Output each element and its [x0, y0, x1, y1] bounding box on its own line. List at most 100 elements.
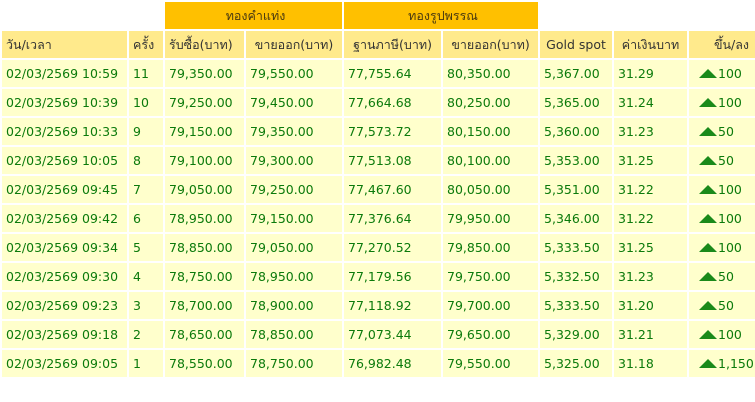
table-row: 02/03/2569 09:18 2 78,650.00 78,850.00 77,07…	[0, 319, 755, 350]
table-row: 02/03/2569 10:59 11 79,350.00 79,550.00 77,7…	[0, 58, 755, 89]
cell-bar-sell: 79,550.00	[243, 58, 345, 89]
cell-round: 11	[127, 58, 165, 89]
table-row: 02/03/2569 09:05 1 78,550.00 78,750.00 76,98…	[0, 348, 755, 379]
table-row: 02/03/2569 09:30 4 78,750.00 78,950.00 77,17…	[0, 261, 755, 292]
cell-spot: 5,346.00	[538, 203, 615, 234]
cell-round: 9	[127, 116, 165, 147]
cell-change: 1,150	[687, 348, 755, 379]
cell-orn-base: 77,467.60	[342, 174, 444, 205]
cell-bar-sell: 79,450.00	[243, 87, 345, 118]
cell-orn-base: 77,755.64	[342, 58, 444, 89]
cell-bar-sell: 79,300.00	[243, 145, 345, 176]
cell-bar-buy: 79,350.00	[163, 58, 246, 89]
cell-datetime: 02/03/2569 10:39	[0, 87, 129, 118]
cell-round: 7	[127, 174, 165, 205]
cell-thb: 31.25	[612, 232, 690, 263]
cell-bar-sell: 78,900.00	[243, 290, 345, 321]
cell-round: 8	[127, 145, 165, 176]
cell-orn-base: 77,073.44	[342, 319, 444, 350]
cell-thb: 31.25	[612, 145, 690, 176]
cell-datetime: 02/03/2569 09:34	[0, 232, 129, 263]
cell-bar-sell: 78,850.00	[243, 319, 345, 350]
cell-thb: 31.24	[612, 87, 690, 118]
cell-bar-buy: 78,850.00	[163, 232, 246, 263]
cell-orn-sell: 80,250.00	[441, 87, 541, 118]
cell-spot: 5,325.00	[538, 348, 615, 379]
table-row: 02/03/2569 09:45 7 79,050.00 79,250.00 77,46…	[0, 174, 755, 205]
table-row: 02/03/2569 09:23 3 78,700.00 78,900.00 77,11…	[0, 290, 755, 321]
cell-spot: 5,360.00	[538, 116, 615, 147]
cell-orn-base: 77,118.92	[342, 290, 444, 321]
change-value: 100	[718, 182, 742, 197]
cell-orn-sell: 80,350.00	[441, 58, 541, 89]
triangle-up-icon	[699, 185, 718, 194]
cell-orn-sell: 80,100.00	[441, 145, 541, 176]
cell-change: 50	[687, 116, 755, 147]
cell-orn-sell: 79,950.00	[441, 203, 541, 234]
change-value: 100	[718, 327, 742, 342]
triangle-up-icon	[699, 156, 718, 165]
triangle-up-icon	[699, 214, 718, 223]
cell-datetime: 02/03/2569 09:05	[0, 348, 129, 379]
cell-thb: 31.29	[612, 58, 690, 89]
group-header-gold-bar: ทองคำแท่ง	[162, 0, 345, 31]
triangle-up-icon	[699, 243, 718, 252]
cell-change: 100	[687, 87, 755, 118]
cell-thb: 31.22	[612, 174, 690, 205]
change-value: 50	[718, 269, 734, 284]
col-header-round: ครั้ง	[127, 29, 165, 60]
cell-datetime: 02/03/2569 10:33	[0, 116, 129, 147]
col-header-thb-rate: ค่าเงินบาท	[612, 29, 690, 60]
cell-orn-base: 77,664.68	[342, 87, 444, 118]
table-row: 02/03/2569 09:42 6 78,950.00 79,150.00 77,37…	[0, 203, 755, 234]
cell-orn-sell: 79,550.00	[441, 348, 541, 379]
col-header-change: ขึ้น/ลง	[687, 29, 755, 60]
cell-datetime: 02/03/2569 10:05	[0, 145, 129, 176]
cell-thb: 31.20	[612, 290, 690, 321]
cell-bar-buy: 78,700.00	[163, 290, 246, 321]
cell-datetime: 02/03/2569 09:18	[0, 319, 129, 350]
cell-thb: 31.21	[612, 319, 690, 350]
cell-thb: 31.23	[612, 116, 690, 147]
cell-orn-base: 77,573.72	[342, 116, 444, 147]
cell-change: 100	[687, 232, 755, 263]
cell-bar-buy: 79,250.00	[163, 87, 246, 118]
cell-bar-sell: 79,050.00	[243, 232, 345, 263]
cell-bar-buy: 78,650.00	[163, 319, 246, 350]
cell-change: 50	[687, 145, 755, 176]
header-spacer	[538, 0, 755, 31]
cell-orn-sell: 80,050.00	[441, 174, 541, 205]
cell-orn-base: 77,179.56	[342, 261, 444, 292]
cell-orn-base: 76,982.48	[342, 348, 444, 379]
cell-round: 6	[127, 203, 165, 234]
cell-orn-base: 77,270.52	[342, 232, 444, 263]
cell-spot: 5,365.00	[538, 87, 615, 118]
cell-round: 10	[127, 87, 165, 118]
cell-datetime: 02/03/2569 09:30	[0, 261, 129, 292]
change-value: 100	[718, 66, 742, 81]
triangle-up-icon	[699, 69, 718, 78]
cell-orn-base: 77,376.64	[342, 203, 444, 234]
header-spacer	[0, 0, 165, 31]
col-header-ornament-sell: ขายออก(บาท)	[441, 29, 541, 60]
cell-round: 2	[127, 319, 165, 350]
cell-bar-buy: 79,100.00	[163, 145, 246, 176]
table-body: 02/03/2569 10:59 11 79,350.00 79,550.00 77,7…	[0, 58, 755, 379]
cell-round: 4	[127, 261, 165, 292]
table-row: 02/03/2569 09:34 5 78,850.00 79,050.00 77,27…	[0, 232, 755, 263]
cell-round: 5	[127, 232, 165, 263]
group-header-gold-ornament: ทองรูปพรรณ	[342, 0, 541, 31]
cell-bar-buy: 78,750.00	[163, 261, 246, 292]
cell-spot: 5,351.00	[538, 174, 615, 205]
cell-orn-sell: 79,850.00	[441, 232, 541, 263]
cell-bar-sell: 79,250.00	[243, 174, 345, 205]
col-header-gold-spot: Gold spot	[538, 29, 615, 60]
col-header-ornament-tax-base: ฐานภาษี(บาท)	[342, 29, 444, 60]
cell-bar-sell: 78,750.00	[243, 348, 345, 379]
change-value: 100	[718, 240, 742, 255]
cell-spot: 5,367.00	[538, 58, 615, 89]
cell-spot: 5,333.50	[538, 232, 615, 263]
cell-thb: 31.22	[612, 203, 690, 234]
cell-bar-buy: 79,050.00	[163, 174, 246, 205]
cell-spot: 5,353.00	[538, 145, 615, 176]
